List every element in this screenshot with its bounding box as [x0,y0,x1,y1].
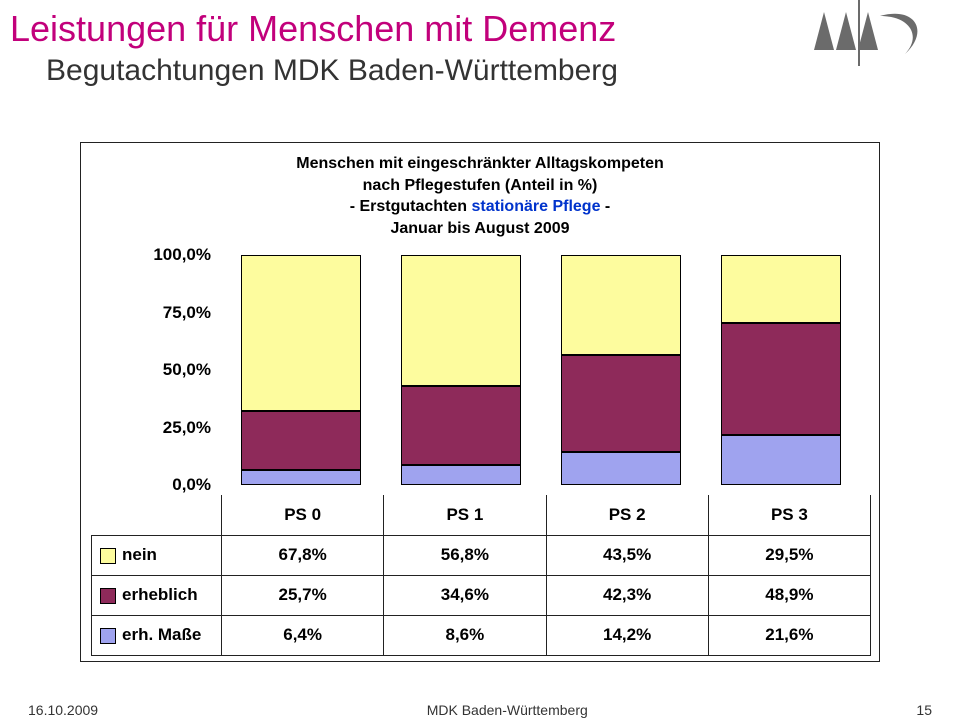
slide-header: Leistungen für Menschen mit Demenz Begut… [0,0,960,88]
bar-segment-erheblich [721,323,841,435]
erhmasse-0: 6,4% [222,615,384,655]
bar-segment-nein [561,255,681,355]
chart-title-line3-pre: - Erstgutachten [350,198,472,215]
page-title: Leistungen für Menschen mit Demenz [10,8,950,50]
erheblich-0: 25,7% [222,575,384,615]
mdk-logo [810,6,930,61]
y-tick-label: 100,0% [91,245,211,265]
bar-segment-erheblich [561,355,681,452]
erheblich-3: 48,9% [708,575,870,615]
erhmasse-3: 21,6% [708,615,870,655]
footer-date: 16.10.2009 [28,702,98,718]
erheblich-1: 34,6% [384,575,546,615]
row-erh-masse: erh. Maße 6,4% 8,6% 14,2% 21,6% [92,615,871,655]
label-nein: nein [122,545,157,564]
chart-title-line3-post: - [600,198,610,215]
bar-segment-erh_masse [721,435,841,485]
slide-footer: 16.10.2009 MDK Baden-Württemberg 15 [0,702,960,718]
bar-segment-erh_masse [561,452,681,485]
label-erheblich: erheblich [122,585,198,604]
erheblich-2: 42,3% [546,575,708,615]
cat-2: PS 2 [546,495,708,535]
row-nein: nein 67,8% 56,8% 43,5% 29,5% [92,535,871,575]
cat-0: PS 0 [222,495,384,535]
chart-title: Menschen mit eingeschränkter Alltagskomp… [81,143,879,239]
bar-segment-erh_masse [401,465,521,485]
chart-title-line3-blue: stationäre Pflege [472,198,601,215]
bar-segment-nein [401,255,521,386]
footer-center: MDK Baden-Württemberg [98,702,916,718]
nein-1: 56,8% [384,535,546,575]
data-table-wrap: PS 0 PS 1 PS 2 PS 3 nein 67,8% 56,8% 43,… [91,495,871,656]
label-erh-masse: erh. Maße [122,625,201,644]
chart-container: Menschen mit eingeschränkter Alltagskomp… [80,142,880,662]
category-row: PS 0 PS 1 PS 2 PS 3 [92,495,871,535]
stacked-bars [221,255,861,485]
erhmasse-1: 8,6% [384,615,546,655]
y-tick-label: 50,0% [91,360,211,380]
nein-0: 67,8% [222,535,384,575]
swatch-erh-masse [100,628,116,644]
swatch-erheblich [100,588,116,604]
nein-3: 29,5% [708,535,870,575]
bar-segment-nein [721,255,841,323]
y-tick-label: 0,0% [91,475,211,495]
bar-segment-nein [241,255,361,411]
bar-column [561,255,681,485]
bar-segment-erheblich [401,386,521,466]
y-tick-label: 75,0% [91,303,211,323]
bar-column [241,255,361,485]
chart-title-line4: Januar bis August 2009 [390,220,569,237]
bar-column [721,255,841,485]
data-table: PS 0 PS 1 PS 2 PS 3 nein 67,8% 56,8% 43,… [91,495,871,656]
row-erheblich: erheblich 25,7% 34,6% 42,3% 48,9% [92,575,871,615]
cat-1: PS 1 [384,495,546,535]
bar-segment-erheblich [241,411,361,470]
nein-2: 43,5% [546,535,708,575]
bar-segment-erh_masse [241,470,361,485]
chart-title-line1: Menschen mit eingeschränkter Alltagskomp… [296,155,664,172]
chart-title-line2: nach Pflegestufen (Anteil in %) [363,177,598,194]
y-tick-label: 25,0% [91,418,211,438]
swatch-nein [100,548,116,564]
bar-column [401,255,521,485]
cat-3: PS 3 [708,495,870,535]
footer-page: 15 [916,702,932,718]
erhmasse-2: 14,2% [546,615,708,655]
plot-area: 0,0%25,0%50,0%75,0%100,0% [221,255,861,485]
